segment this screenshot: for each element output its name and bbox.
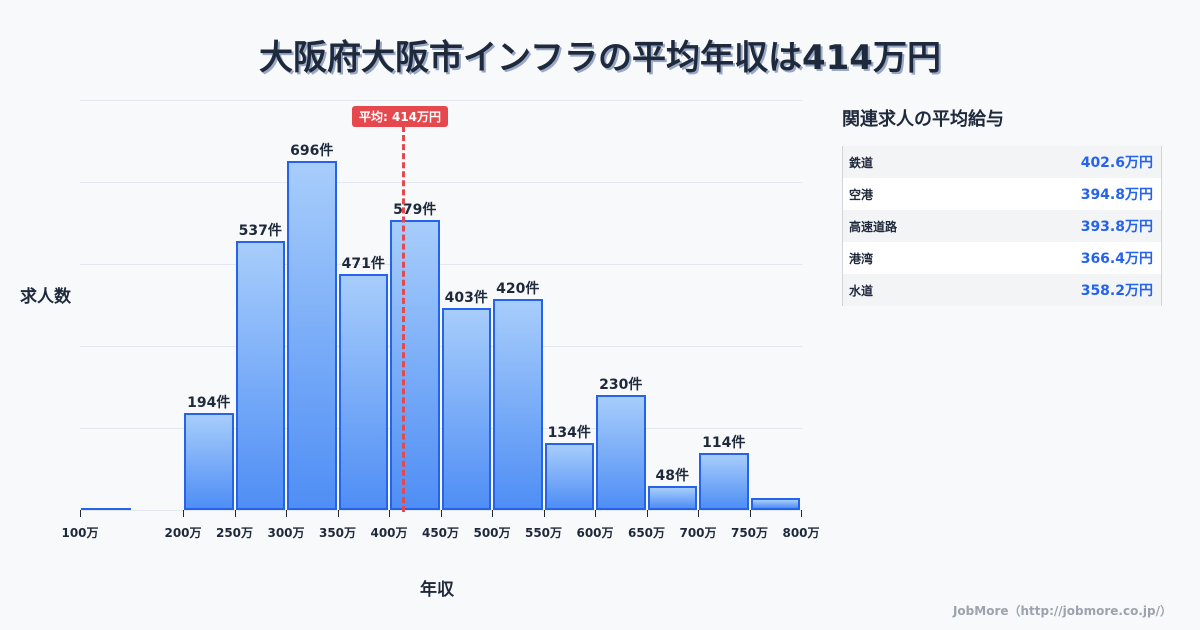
x-tick-label: 800万	[782, 526, 820, 540]
histogram-bar	[493, 299, 543, 510]
histogram-bar	[544, 442, 594, 510]
x-tick	[595, 510, 596, 517]
x-tick	[801, 510, 802, 517]
job-name: 空港	[849, 187, 874, 202]
x-tick	[183, 510, 184, 517]
table-row: 鉄道 402.6万円	[843, 146, 1161, 178]
job-name: 水道	[849, 283, 874, 298]
x-tick-label: 400万	[370, 526, 408, 540]
bar-value-label: 194件	[187, 394, 231, 411]
x-tick	[440, 510, 442, 517]
average-line	[402, 126, 405, 512]
y-axis-label: 求人数	[20, 287, 71, 307]
x-tick-label: 750万	[730, 526, 769, 540]
job-name: 高速道路	[849, 219, 898, 234]
x-tick-label: 300万	[267, 526, 305, 540]
x-tick-label: 100万	[61, 526, 99, 540]
gridline	[80, 264, 802, 265]
histogram-bar	[184, 412, 234, 510]
bar-value-label: 420件	[496, 281, 540, 298]
histogram-bar	[390, 219, 440, 510]
histogram-bar	[287, 161, 337, 510]
x-tick-label: 500万	[473, 526, 511, 540]
bar-value-label: 134件	[547, 424, 591, 441]
bar-value-label: 537件	[238, 222, 282, 239]
x-tick	[286, 510, 287, 517]
table-row: 港湾 366.4万円	[843, 242, 1161, 274]
x-tick	[234, 510, 236, 517]
job-name: 港湾	[849, 251, 874, 266]
table-row: 水道 358.2万円	[843, 274, 1161, 306]
x-tick	[389, 510, 390, 517]
histogram-bar	[235, 240, 285, 510]
x-tick-label: 700万	[679, 526, 717, 540]
bar-value-label: 403件	[444, 289, 488, 306]
table-row: 高速道路 393.8万円	[843, 210, 1161, 242]
gridline	[80, 182, 802, 183]
bar-value-label: 579件	[393, 201, 437, 218]
histogram-bar	[81, 508, 131, 510]
x-tick-label: 650万	[627, 526, 666, 540]
salary-value: 394.8万円	[1080, 187, 1153, 203]
bar-value-label: 230件	[599, 376, 643, 393]
x-tick	[646, 510, 648, 517]
related-salary-title: 関連求人の平均給与	[842, 109, 1004, 130]
average-badge: 平均: 414万円	[352, 106, 449, 127]
job-name: 鉄道	[849, 155, 874, 170]
salary-value: 358.2万円	[1080, 283, 1153, 299]
bar-value-label: 48件	[655, 467, 689, 484]
x-tick-label: 600万	[576, 526, 614, 540]
histogram-chart: 194件 537件 696件 471件 579件 403件 420件 134件 230件 48件 1…	[20, 100, 820, 600]
table-row: 空港 394.8万円	[843, 178, 1161, 210]
histogram-bar	[750, 497, 800, 510]
x-tick	[698, 510, 699, 517]
x-tick	[80, 510, 81, 517]
bar-value-label: 471件	[341, 255, 385, 272]
histogram-bar	[338, 273, 388, 510]
gridline	[80, 428, 802, 429]
bar-value-label: 696件	[290, 143, 334, 159]
salary-value: 393.8万円	[1080, 219, 1153, 235]
histogram-bar	[647, 485, 697, 510]
x-tick	[543, 510, 545, 517]
histogram-bar	[699, 452, 749, 510]
salary-value: 402.6万円	[1080, 155, 1153, 171]
x-tick-label: 550万	[524, 526, 563, 540]
x-tick-label: 250万	[215, 526, 254, 540]
bar-value-label: 114件	[702, 434, 746, 451]
gridline	[80, 100, 802, 101]
x-axis-label: 年収	[420, 580, 454, 600]
x-tick	[337, 510, 339, 517]
gridline	[80, 346, 802, 347]
footer-credit: JobMore（http://jobmore.co.jp/）	[952, 604, 1172, 618]
histogram-bar	[441, 307, 491, 510]
x-tick-label: 200万	[164, 526, 202, 540]
x-tick	[749, 510, 751, 517]
x-tick-label: 450万	[421, 526, 460, 540]
x-tick	[492, 510, 493, 517]
x-tick-label: 350万	[318, 526, 357, 540]
related-salary-table: 鉄道 402.6万円 空港 394.8万円 高速道路 393.8万円 港湾 36…	[842, 146, 1162, 306]
page-title: 大阪府大阪市インフラの平均年収は414万円	[259, 38, 941, 78]
salary-value: 366.4万円	[1080, 251, 1153, 267]
histogram-bar	[596, 394, 646, 510]
